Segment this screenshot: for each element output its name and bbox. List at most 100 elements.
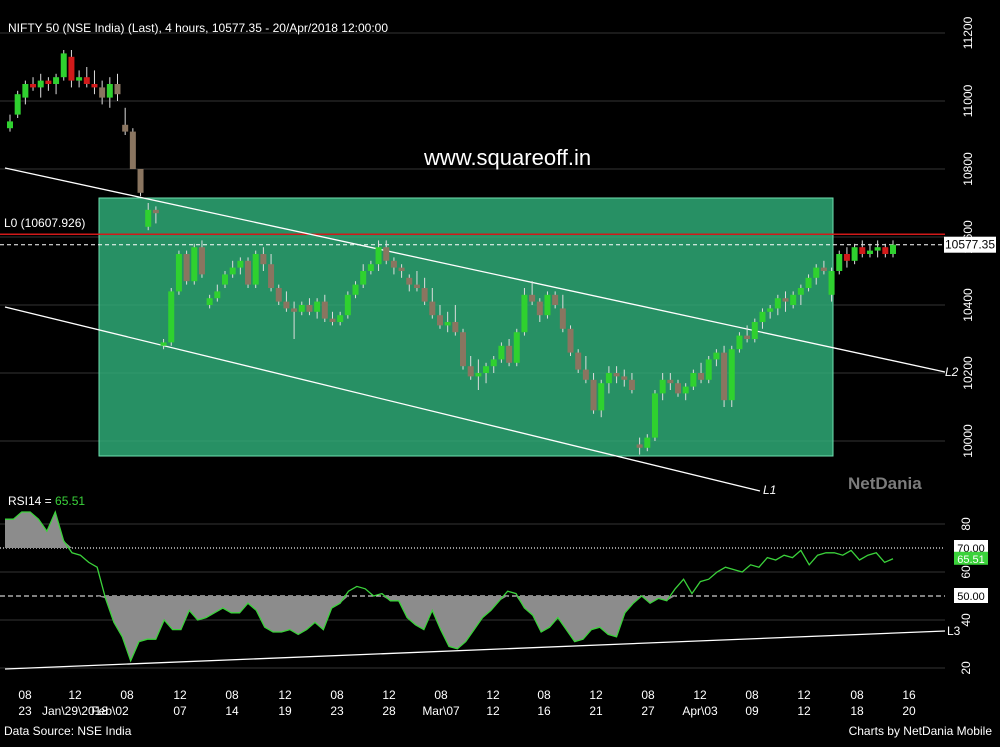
candle-body: [805, 277, 812, 288]
trend-line-l2: [4, 167, 946, 373]
candle-body: [314, 301, 321, 312]
trend-label-l2: L2: [945, 365, 959, 379]
x-tick-bottom: 07: [173, 704, 187, 718]
candle-body: [191, 247, 198, 282]
candle-body: [813, 267, 820, 278]
x-tick-bottom: 14: [225, 704, 239, 718]
last-price-value: 10577.35: [945, 238, 995, 252]
candle-body: [866, 250, 873, 254]
y-tick-label: 10200: [961, 356, 975, 390]
candle-body: [506, 345, 513, 363]
x-tick-bottom: 18: [850, 704, 864, 718]
candle-body: [252, 254, 259, 285]
candle-body: [183, 254, 190, 282]
rsi-50-box: [954, 588, 988, 603]
chart-title: NIFTY 50 (NSE India) (Last), 4 hours, 10…: [8, 21, 388, 35]
candle-body: [383, 247, 390, 261]
candle-body: [22, 84, 29, 98]
candle-body: [375, 247, 382, 265]
rsi-current-label: 65.51: [957, 554, 985, 566]
netdania-logo: NetDania: [848, 474, 922, 493]
candle-body: [513, 332, 520, 363]
candle-body: [483, 366, 490, 373]
rsi-tick-label: 40: [959, 613, 973, 627]
candle-body: [390, 260, 397, 268]
x-tick-bottom: 19: [278, 704, 292, 718]
candle-body: [874, 247, 881, 251]
candle-body: [53, 77, 60, 84]
candle-body: [175, 254, 182, 292]
x-tick-top: 12: [486, 688, 500, 702]
x-tick-top: 16: [902, 688, 916, 702]
x-tick-bottom: 21: [589, 704, 603, 718]
candle-body: [782, 298, 789, 302]
range-box: [98, 197, 834, 457]
candle-body: [575, 352, 582, 370]
x-tick-top: 08: [850, 688, 864, 702]
candle-body: [820, 267, 827, 271]
y-tick-label: 10400: [961, 288, 975, 322]
candle-body: [237, 260, 244, 268]
candle-body: [475, 373, 482, 377]
candle-body: [413, 284, 420, 288]
candle-body: [129, 131, 136, 169]
candle-body: [229, 267, 236, 275]
candle-body: [705, 359, 712, 380]
x-tick-bottom: 20: [902, 704, 916, 718]
candle-body: [651, 393, 658, 438]
candle-body: [99, 87, 106, 98]
candle-body: [30, 84, 37, 88]
rsi-70-box: [954, 540, 988, 555]
candle-body: [152, 209, 159, 214]
rsi-50-label: 50.00: [957, 591, 985, 603]
candle-body: [429, 301, 436, 316]
candle-body: [421, 288, 428, 302]
candle-body: [736, 335, 743, 350]
candle-body: [797, 288, 804, 295]
candle-body: [667, 379, 674, 384]
candle-body: [559, 308, 566, 329]
trend-line-l3: [4, 630, 946, 670]
y-tick-label: 10000: [961, 424, 975, 458]
candle-body: [291, 308, 298, 312]
candle-body: [122, 124, 129, 132]
candle-body: [275, 288, 282, 302]
x-tick-bottom: 23: [330, 704, 344, 718]
candle-body: [214, 291, 221, 299]
y-tick-label: 10800: [961, 152, 975, 186]
candle-body: [675, 383, 682, 394]
candle-body: [367, 264, 374, 271]
candle-body: [344, 294, 351, 316]
x-tick-top: 12: [278, 688, 292, 702]
candle-body: [698, 373, 705, 380]
x-tick-top: 08: [225, 688, 239, 702]
candle-body: [544, 294, 551, 316]
candle-body: [444, 322, 451, 326]
rsi-header: RSI14 = 65.51: [8, 494, 85, 508]
candle-body: [406, 277, 413, 285]
candle-body: [145, 209, 152, 227]
y-tick-label: 11000: [961, 84, 975, 117]
candle-body: [106, 84, 113, 98]
x-tick-bottom: 12: [486, 704, 500, 718]
candle-body: [659, 379, 666, 394]
candle-body: [76, 77, 83, 81]
x-tick-bottom: 28: [382, 704, 396, 718]
candle-body: [398, 267, 405, 271]
candle-body: [767, 308, 774, 312]
candle-body: [851, 247, 858, 261]
x-tick-bottom: Mar\07: [422, 704, 460, 718]
candle-body: [83, 77, 90, 84]
candle-body: [337, 315, 344, 322]
candle-body: [744, 335, 751, 339]
x-tick-bottom: Feb\02: [91, 704, 129, 718]
candle-body: [536, 301, 543, 316]
rsi-oversold-fill: [5, 596, 893, 661]
candle-body: [713, 352, 720, 360]
charts-by-footer: Charts by NetDania Mobile: [848, 724, 992, 738]
x-tick-top: 12: [173, 688, 187, 702]
x-tick-bottom: Apr\03: [682, 704, 718, 718]
candle-body: [521, 294, 528, 333]
